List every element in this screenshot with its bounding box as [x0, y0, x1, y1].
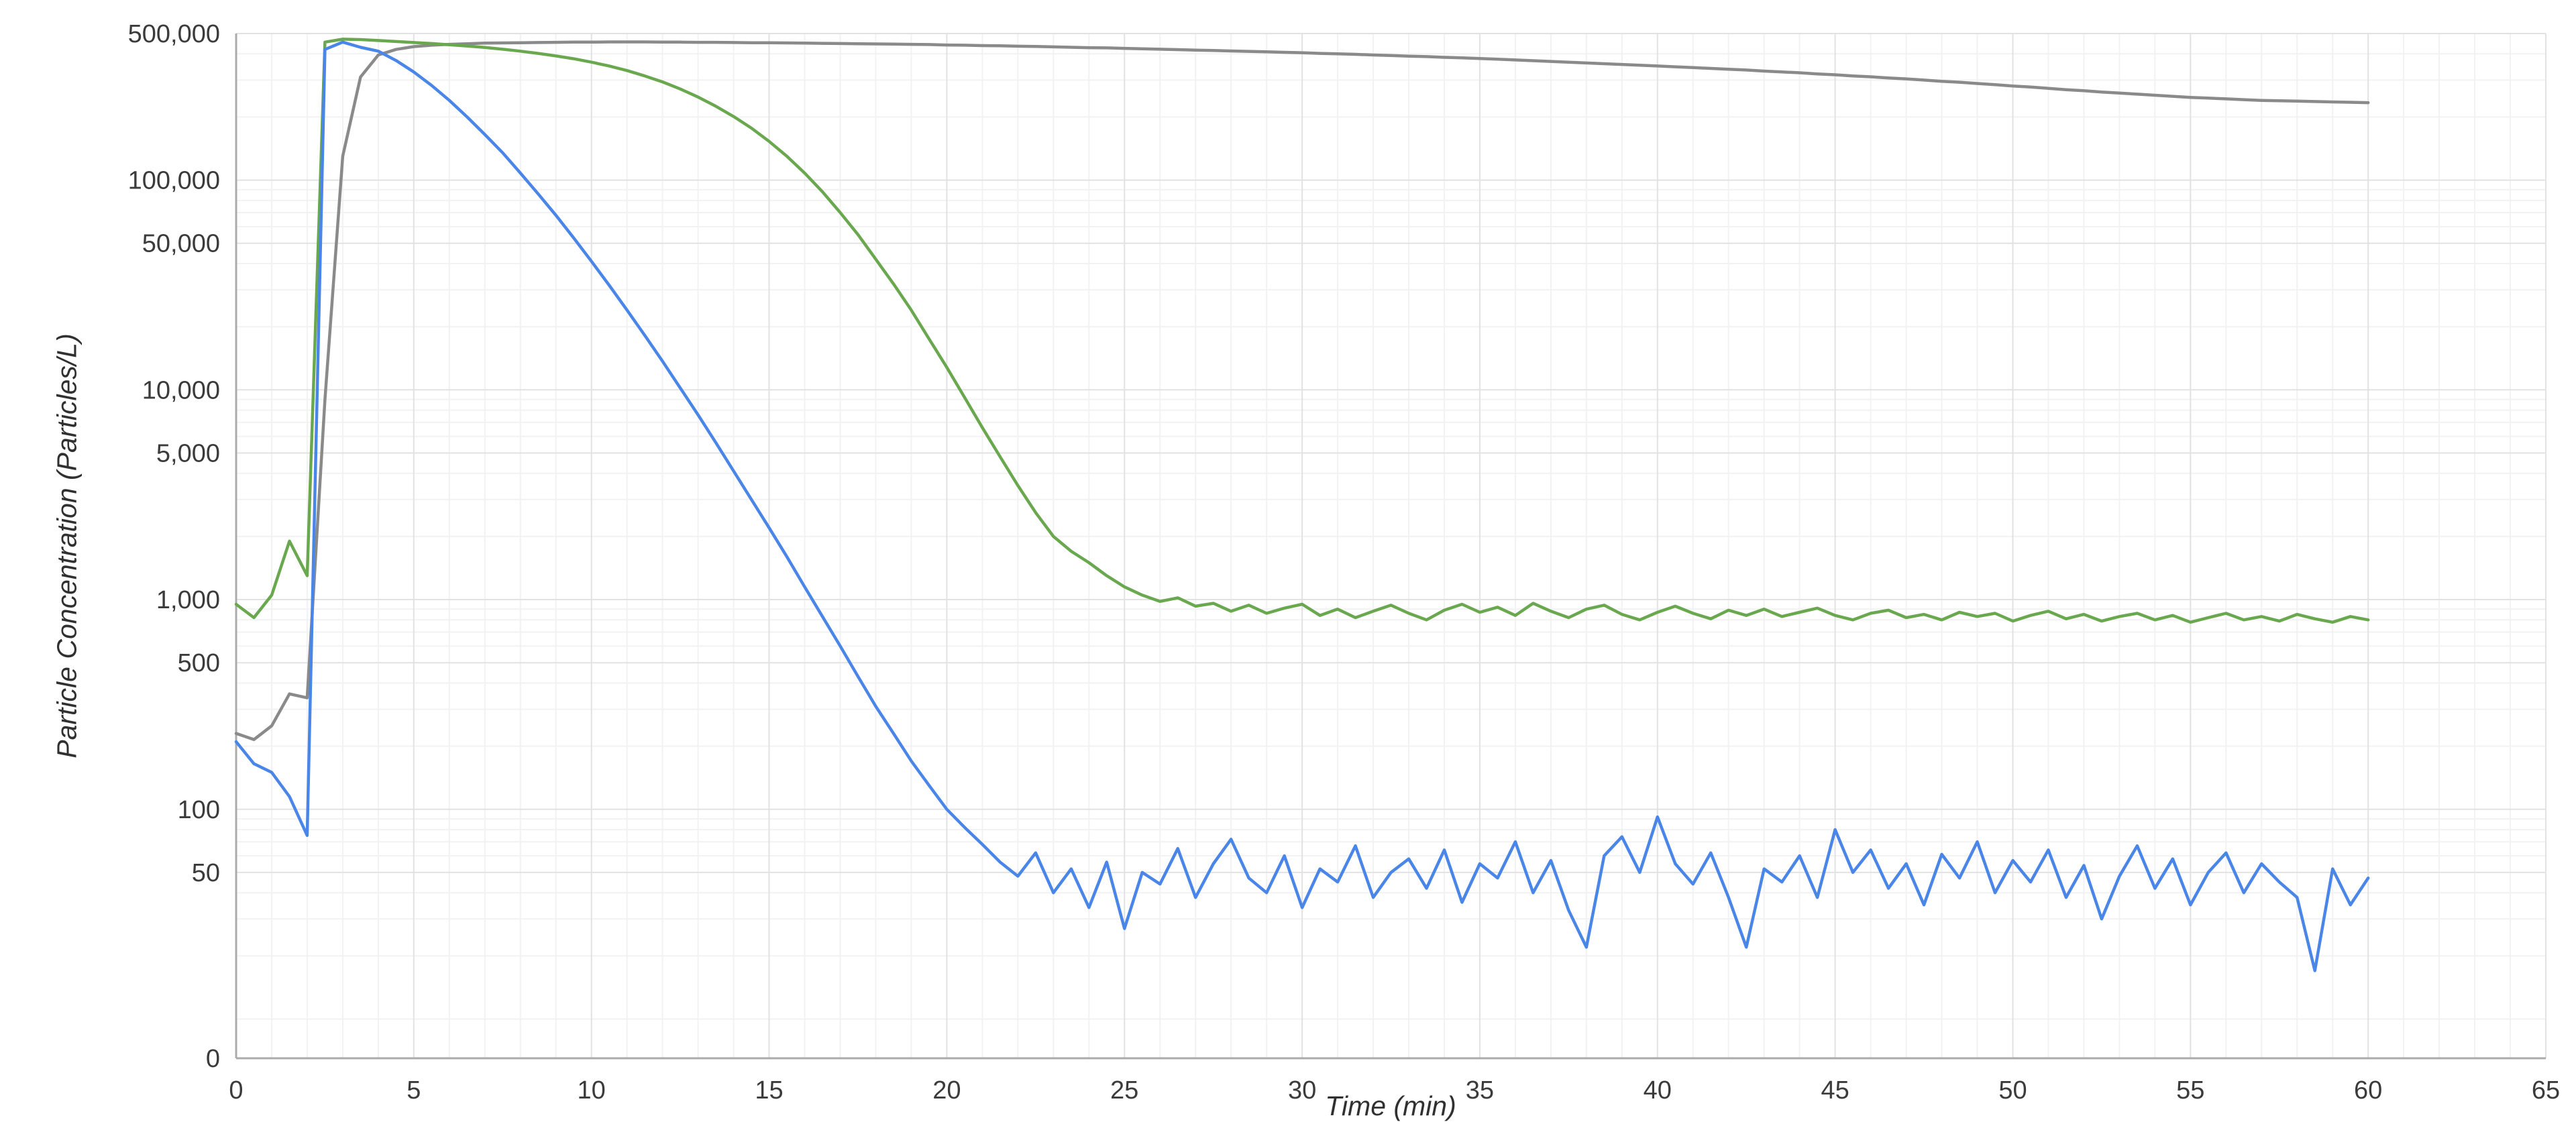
- y-axis-title: Particle Concentration (Particles/L): [51, 333, 83, 758]
- svg-text:60: 60: [2354, 1076, 2382, 1105]
- svg-text:0: 0: [206, 1045, 220, 1073]
- svg-text:100,000: 100,000: [128, 167, 220, 195]
- svg-text:55: 55: [2176, 1076, 2204, 1105]
- svg-text:0: 0: [229, 1076, 243, 1105]
- svg-text:5,000: 5,000: [156, 440, 220, 468]
- svg-text:40: 40: [1644, 1076, 1672, 1105]
- svg-text:50,000: 50,000: [142, 230, 220, 258]
- svg-text:1,000: 1,000: [156, 586, 220, 614]
- svg-text:65: 65: [2532, 1076, 2560, 1105]
- svg-text:10: 10: [578, 1076, 606, 1105]
- series-gray: [234, 40, 2370, 742]
- svg-text:35: 35: [1466, 1076, 1494, 1105]
- svg-text:10,000: 10,000: [142, 376, 220, 404]
- svg-text:50: 50: [192, 859, 220, 887]
- svg-text:15: 15: [755, 1076, 783, 1105]
- svg-text:45: 45: [1821, 1076, 1849, 1105]
- svg-text:20: 20: [932, 1076, 961, 1105]
- svg-text:500: 500: [178, 649, 220, 677]
- series-green: [234, 38, 2370, 624]
- svg-text:30: 30: [1288, 1076, 1316, 1105]
- svg-text:100: 100: [178, 796, 220, 824]
- svg-text:500,000: 500,000: [128, 20, 220, 48]
- svg-text:50: 50: [1998, 1076, 2027, 1105]
- svg-text:25: 25: [1110, 1076, 1138, 1105]
- x-axis-title: Time (min): [1325, 1090, 1456, 1121]
- series-blue: [234, 40, 2370, 972]
- svg-text:5: 5: [407, 1076, 421, 1105]
